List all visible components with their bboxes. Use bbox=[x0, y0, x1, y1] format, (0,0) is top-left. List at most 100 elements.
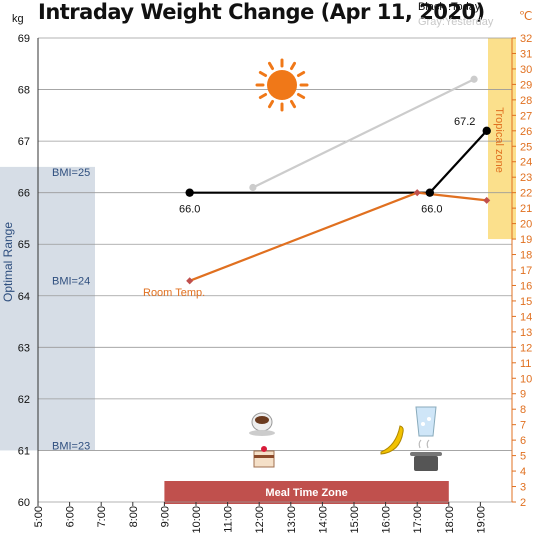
y2-tick-label: 17 bbox=[520, 265, 532, 277]
temp-point bbox=[483, 196, 491, 204]
cake-layer bbox=[254, 455, 274, 458]
x-tick-label: 5:00 bbox=[33, 506, 45, 527]
icons bbox=[249, 58, 442, 471]
y2-tick-label: 8 bbox=[520, 404, 526, 416]
y2-tick-label: 14 bbox=[520, 311, 532, 323]
temp-point bbox=[413, 189, 421, 197]
x-tick-label: 9:00 bbox=[159, 506, 171, 527]
bmi-label: BMI=24 bbox=[52, 275, 90, 287]
x-tick-label: 6:00 bbox=[65, 506, 77, 527]
cooking-pot-lid bbox=[410, 452, 442, 456]
sun-ray bbox=[296, 71, 306, 77]
y2-tick-label: 6 bbox=[520, 435, 526, 447]
y2-tick-label: 13 bbox=[520, 327, 532, 339]
cake-cherry bbox=[261, 446, 267, 452]
cake-icon bbox=[253, 450, 275, 468]
axes: 6061626364656667686923456789101112131415… bbox=[18, 33, 533, 534]
series-line-today bbox=[189, 130, 488, 194]
coffee-liquid bbox=[255, 416, 269, 424]
bmi-label: BMI=23 bbox=[52, 440, 90, 452]
room-temp-label: Room Temp. bbox=[143, 287, 205, 299]
steam bbox=[418, 439, 430, 449]
series-point-today bbox=[482, 126, 491, 135]
y2-tick-label: 27 bbox=[520, 110, 532, 122]
meal-time-zone-label: Meal Time Zone bbox=[265, 487, 347, 499]
right-axis-unit: ℃ bbox=[519, 9, 533, 23]
y-tick-label: 63 bbox=[18, 342, 30, 354]
sun-ray bbox=[268, 99, 274, 109]
banana-icon bbox=[380, 425, 404, 455]
y-tick-label: 61 bbox=[18, 445, 30, 457]
y2-tick-label: 23 bbox=[520, 172, 532, 184]
y2-tick-label: 15 bbox=[520, 296, 532, 308]
y2-tick-label: 24 bbox=[520, 157, 532, 169]
data-label: 67.2 bbox=[454, 116, 475, 128]
y2-tick-label: 9 bbox=[520, 389, 526, 401]
y2-tick-label: 31 bbox=[520, 48, 532, 60]
y2-tick-label: 4 bbox=[520, 466, 526, 478]
x-tick-label: 10:00 bbox=[191, 506, 203, 534]
x-tick-label: 11:00 bbox=[223, 506, 235, 533]
x-tick-label: 8:00 bbox=[128, 506, 140, 527]
chart-title: Intraday Weight Change (Apr 11, 2020) bbox=[38, 0, 485, 24]
x-tick-label: 16:00 bbox=[381, 506, 393, 534]
y-tick-label: 68 bbox=[18, 85, 30, 97]
chart-labels: 66.0 66.0 67.2 Room Temp. BMI=25 BMI=24 BMI=23… bbox=[1, 107, 505, 499]
series-point-today bbox=[185, 188, 194, 197]
series-point-yesterday bbox=[470, 75, 478, 83]
water-glass-icon bbox=[415, 406, 437, 437]
y-tick-label: 66 bbox=[18, 188, 30, 200]
y2-tick-label: 2 bbox=[520, 497, 526, 509]
y2-tick-label: 19 bbox=[520, 234, 532, 246]
legend-yesterday: Gray:Yesterday bbox=[418, 16, 494, 28]
series-lines bbox=[189, 78, 488, 282]
y2-tick-label: 25 bbox=[520, 141, 532, 153]
x-tick-label: 14:00 bbox=[317, 506, 329, 534]
left-axis-unit: kg bbox=[12, 13, 24, 25]
sun-ray bbox=[268, 61, 274, 71]
sun-ray bbox=[258, 93, 268, 99]
y2-tick-label: 5 bbox=[520, 451, 526, 463]
sun-icon bbox=[267, 70, 297, 100]
y2-tick-label: 22 bbox=[520, 188, 532, 200]
optimal-range-label: Optimal Range bbox=[1, 222, 15, 302]
y2-tick-label: 18 bbox=[520, 250, 532, 262]
x-tick-label: 12:00 bbox=[254, 506, 266, 534]
background-bands bbox=[0, 38, 516, 504]
sun-ray bbox=[258, 71, 268, 77]
legend-today: Black :Today bbox=[418, 1, 481, 13]
y2-tick-label: 30 bbox=[520, 64, 532, 76]
y2-tick-label: 20 bbox=[520, 219, 532, 231]
sun-ray bbox=[290, 99, 296, 109]
y2-tick-label: 29 bbox=[520, 79, 532, 91]
y2-tick-label: 21 bbox=[520, 203, 532, 215]
y-tick-label: 69 bbox=[18, 33, 30, 45]
y-tick-label: 65 bbox=[18, 239, 30, 251]
x-tick-label: 15:00 bbox=[349, 506, 361, 534]
data-label: 66.0 bbox=[179, 204, 200, 216]
optimal-range-band bbox=[0, 166, 95, 451]
cooking-pot-icon bbox=[414, 456, 438, 471]
y2-tick-label: 7 bbox=[520, 420, 526, 432]
x-tick-label: 7:00 bbox=[96, 506, 108, 527]
bmi-label: BMI=25 bbox=[52, 167, 90, 179]
x-tick-label: 13:00 bbox=[286, 506, 298, 534]
temp-point bbox=[186, 277, 194, 285]
series-line-yesterday bbox=[252, 78, 475, 189]
meal-time-zone-band bbox=[164, 481, 449, 504]
y2-tick-label: 3 bbox=[520, 482, 526, 494]
y-tick-label: 62 bbox=[18, 394, 30, 406]
y2-tick-label: 12 bbox=[520, 342, 532, 354]
y2-tick-label: 11 bbox=[520, 358, 531, 370]
ice-cube bbox=[421, 422, 425, 426]
series-points bbox=[185, 75, 491, 285]
tropical-zone-band bbox=[488, 38, 516, 240]
series-point-yesterday bbox=[249, 183, 257, 192]
ice-cube bbox=[427, 417, 431, 421]
y-tick-label: 60 bbox=[18, 497, 30, 509]
x-tick-label: 18:00 bbox=[444, 506, 456, 534]
x-tick-label: 19:00 bbox=[475, 506, 487, 534]
y2-tick-label: 26 bbox=[520, 126, 532, 138]
y-tick-label: 64 bbox=[18, 291, 30, 303]
y2-tick-label: 16 bbox=[520, 280, 532, 292]
